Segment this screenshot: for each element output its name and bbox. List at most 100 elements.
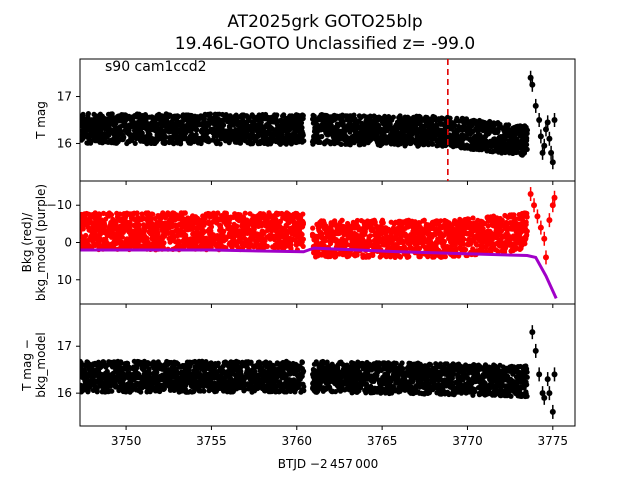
bkg-model-line — [80, 246, 558, 300]
data-point — [138, 389, 144, 395]
data-point — [532, 102, 539, 109]
data-point — [264, 243, 270, 249]
data-point — [113, 218, 119, 224]
data-point — [546, 217, 553, 224]
data-point — [208, 224, 215, 230]
data-point — [551, 194, 558, 201]
data-point — [390, 114, 396, 120]
data-point — [521, 150, 528, 156]
data-point — [132, 140, 138, 146]
data-point — [367, 233, 374, 239]
data-point — [321, 243, 327, 249]
data-point — [273, 216, 279, 222]
data-point — [301, 138, 307, 144]
data-point — [134, 365, 140, 371]
data-point — [162, 134, 169, 140]
data-point — [184, 129, 190, 135]
data-point — [524, 142, 530, 148]
y-tick-label: 17 — [57, 90, 72, 104]
data-layer — [80, 70, 558, 170]
data-point — [522, 241, 528, 247]
data-point — [300, 113, 306, 119]
data-point — [397, 254, 403, 260]
data-point — [274, 112, 280, 118]
data-point — [177, 139, 183, 145]
data-point — [548, 149, 555, 156]
data-point — [461, 236, 467, 242]
data-point — [109, 388, 115, 394]
data-point — [221, 228, 227, 234]
data-point — [403, 232, 409, 239]
data-point — [83, 232, 89, 239]
data-point — [317, 139, 323, 145]
data-point — [88, 140, 94, 146]
data-point — [534, 213, 541, 220]
data-point — [463, 247, 469, 253]
data-point — [157, 216, 164, 222]
data-point — [150, 211, 156, 217]
data-point — [470, 215, 476, 221]
data-point — [438, 218, 444, 224]
data-point — [300, 132, 306, 138]
data-point — [201, 229, 207, 236]
data-point — [333, 253, 339, 260]
data-point — [457, 246, 463, 252]
data-point — [506, 122, 512, 128]
data-point — [524, 127, 531, 133]
data-point — [397, 113, 403, 119]
data-point — [537, 133, 544, 140]
data-point — [207, 111, 213, 117]
data-point — [144, 235, 150, 241]
data-point — [442, 254, 448, 260]
data-point — [118, 359, 124, 365]
data-point — [182, 210, 188, 216]
data-point — [127, 222, 133, 228]
data-point — [101, 359, 107, 365]
data-point — [217, 141, 223, 147]
data-point — [453, 246, 459, 252]
data-point — [544, 119, 551, 126]
data-point — [362, 231, 368, 237]
data-point — [310, 225, 316, 231]
data-point — [421, 217, 427, 223]
data-point — [542, 254, 549, 261]
data-point — [322, 238, 328, 244]
data-point — [136, 222, 142, 228]
chart-title-line2: 19.46L-GOTO Unclassified z= -99.0 — [175, 34, 475, 54]
data-point — [541, 235, 548, 242]
data-layer — [80, 325, 558, 419]
y-tick-label: −10 — [47, 198, 72, 212]
y-tick-label: 0 — [64, 236, 72, 250]
data-point — [210, 232, 216, 238]
data-point — [175, 114, 181, 120]
data-point — [511, 212, 517, 218]
data-point — [221, 122, 227, 128]
data-point — [85, 111, 91, 117]
data-point — [354, 252, 360, 258]
data-point — [162, 140, 168, 146]
data-point — [447, 115, 453, 121]
data-point — [406, 254, 412, 260]
data-point — [546, 135, 553, 142]
data-point — [441, 238, 447, 245]
data-point — [161, 240, 167, 246]
data-point — [234, 223, 240, 229]
data-point — [167, 113, 173, 119]
data-point — [537, 224, 544, 231]
data-point — [108, 212, 115, 218]
data-point — [99, 376, 105, 382]
data-point — [474, 242, 480, 248]
data-point — [299, 125, 305, 131]
data-point — [416, 245, 423, 252]
y-tick-label: 16 — [57, 136, 72, 150]
data-point — [258, 216, 264, 222]
data-point — [354, 217, 360, 224]
data-point — [523, 219, 529, 225]
data-point — [319, 133, 325, 140]
data-point — [529, 81, 536, 88]
data-point — [338, 141, 344, 147]
